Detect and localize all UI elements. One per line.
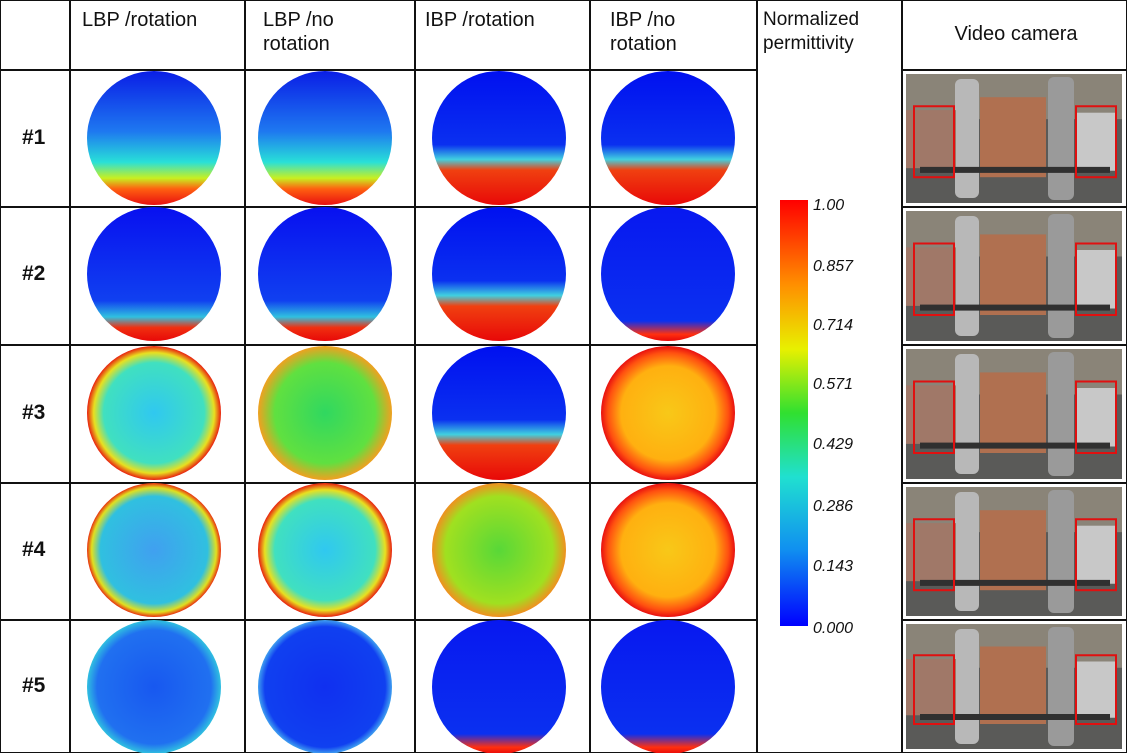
column-header: LBP /rotation <box>82 8 242 32</box>
camera-photo-part <box>955 354 979 474</box>
camera-photo-part <box>1075 526 1115 584</box>
camera-photo-part <box>955 629 979 744</box>
camera-photo-part <box>980 647 1046 725</box>
column-header: Normalized permittivity <box>763 8 893 56</box>
figure-graphics <box>0 0 1127 753</box>
camera-photo-part <box>1048 214 1074 338</box>
colorbar-tick: 0.571 <box>813 376 853 394</box>
row-label: #1 <box>22 126 45 150</box>
camera-photo-part <box>980 510 1046 590</box>
camera-photo-part <box>980 97 1046 177</box>
camera-photo-part <box>920 714 1110 720</box>
reconstruction-image <box>87 483 221 617</box>
reconstruction-image <box>601 620 735 753</box>
camera-photo-part <box>1075 113 1115 171</box>
camera-photo-part <box>980 372 1046 453</box>
reconstruction-image <box>432 483 566 617</box>
colorbar-tick: 0.286 <box>813 498 853 516</box>
reconstruction-image <box>258 620 392 753</box>
colorbar-tick: 0.000 <box>813 620 853 638</box>
reconstruction-image <box>258 483 392 617</box>
camera-photo-part <box>920 167 1110 173</box>
reconstruction-image <box>432 71 566 205</box>
camera-photo-part <box>1048 627 1074 746</box>
camera-photo-part <box>920 580 1110 586</box>
camera-photo-part <box>1048 77 1074 200</box>
camera-photo-part <box>1048 490 1074 613</box>
colorbar-tick: 1.00 <box>813 197 844 215</box>
reconstruction-image <box>432 346 566 480</box>
row-label: #5 <box>22 674 45 698</box>
row-label: #4 <box>22 538 45 562</box>
reconstruction-image <box>432 620 566 753</box>
camera-photo-part <box>920 305 1110 311</box>
reconstruction-image <box>87 71 221 205</box>
column-header: IBP /rotation <box>425 8 585 32</box>
reconstruction-image <box>87 207 221 341</box>
camera-photo-part <box>980 234 1046 315</box>
camera-photo-part <box>920 443 1110 449</box>
reconstruction-image <box>601 71 735 205</box>
camera-photo-part <box>1048 352 1074 476</box>
reconstruction-image <box>258 71 392 205</box>
colorbar-tick: 0.714 <box>813 317 853 335</box>
camera-photo-part <box>1075 662 1115 718</box>
reconstruction-image <box>601 483 735 617</box>
reconstruction-image <box>258 346 392 480</box>
figure: LBP /rotation LBP /no rotation IBP /rota… <box>0 0 1127 753</box>
colorbar-tick: 0.429 <box>813 436 853 454</box>
camera-photo-part <box>1075 250 1115 309</box>
reconstruction-image <box>87 346 221 480</box>
reconstruction-image <box>601 346 735 480</box>
camera-photo-part <box>955 492 979 611</box>
camera-photo-part <box>955 216 979 336</box>
column-header: LBP /no rotation <box>263 8 373 56</box>
colorbar <box>780 200 808 626</box>
camera-photo-part <box>1075 388 1115 447</box>
row-label: #3 <box>22 401 45 425</box>
colorbar-tick: 0.143 <box>813 558 853 576</box>
row-label: #2 <box>22 262 45 286</box>
column-header: Video camera <box>905 22 1127 46</box>
column-header: IBP /no rotation <box>610 8 710 56</box>
camera-photo-part <box>955 79 979 198</box>
reconstruction-image <box>601 207 735 341</box>
reconstruction-image <box>258 207 392 341</box>
colorbar-tick: 0.857 <box>813 258 853 276</box>
reconstruction-image <box>432 207 566 341</box>
reconstruction-image <box>87 620 221 753</box>
